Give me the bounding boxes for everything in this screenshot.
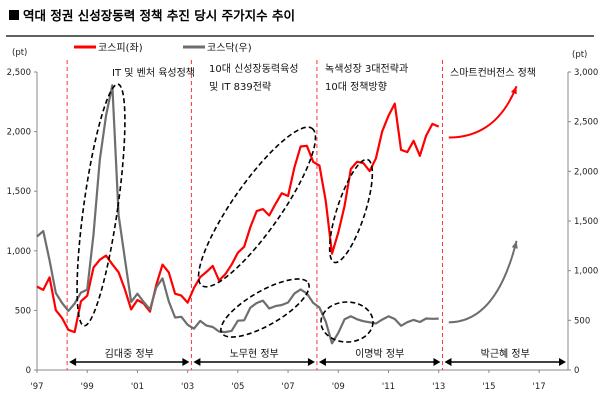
right-tick-label: 2,000 [574,167,598,177]
x-tick-label: '05 [231,382,244,392]
policy-annotation: 10대 신성장동력육성 [209,63,299,75]
policy-annotation: 10대 정책방향 [325,81,387,93]
arrowhead-right [433,358,441,366]
policy-annotation: 및 IT 839전략 [209,81,271,93]
government-label: 노무현 정부 [230,348,279,360]
x-tick-label: '15 [482,382,495,392]
chart-title: 역대 정권 신성장동력 정책 추진 당시 주가지수 추이 [23,8,295,23]
policy-annotation: 스마트컨버전스 정책 [450,67,536,79]
x-tick-label: '01 [131,382,144,392]
right-tick-label: 0 [574,366,579,376]
left-tick-label: 2,000 [7,128,31,138]
arrowhead-left [444,358,452,366]
left-tick-label: 500 [15,306,31,316]
projection-arrowhead [510,86,517,95]
right-tick-label: 2,500 [574,118,598,128]
highlight-ellipse-2 [197,126,317,288]
highlight-ellipse-5 [320,301,374,343]
right-unit: (pt) [572,50,587,60]
government-label: 박근혜 정부 [481,348,530,360]
policy-annotation: IT 및 벤처 육성정책 [112,67,195,79]
highlight-ellipse-1 [76,83,126,327]
arrowhead-left [69,358,77,366]
left-tick-label: 2,500 [7,68,31,78]
right-tick-label: 1,500 [574,217,598,227]
left-unit: (pt) [12,48,27,58]
x-tick-label: '17 [533,382,546,392]
right-tick-label: 3,000 [574,68,598,78]
kospi-projection [448,85,518,139]
arrowhead-right [559,358,566,366]
arrowhead-right [307,358,315,366]
x-tick-label: '11 [382,382,395,392]
title-square [9,10,19,20]
government-label: 김대중 정부 [105,348,154,360]
arrowhead-left [318,358,326,366]
highlight-ellipse-3 [220,278,310,338]
legend-kospi-label: 코스피(좌) [98,42,143,54]
x-tick-label: '09 [332,382,345,392]
x-tick-label: '07 [281,382,294,392]
left-tick-label: 1,000 [7,247,31,257]
kosdaq-line [36,84,439,345]
left-tick-label: 0 [26,366,31,376]
x-tick-label: '03 [181,382,194,392]
right-tick-label: 1,000 [574,267,598,277]
x-tick-label: '13 [432,382,445,392]
arrowhead-right [182,358,190,366]
government-label: 이명박 정부 [355,348,404,360]
x-tick-label: '97 [30,382,43,392]
kospi-line [36,102,440,334]
left-tick-label: 1,500 [7,187,31,197]
right-tick-label: 500 [574,316,590,326]
arrowhead-left [193,358,201,366]
highlight-ellipse-4 [328,158,374,264]
x-tick-label: '99 [81,382,94,392]
legend-kosdaq-label: 코스닥(우) [207,42,252,54]
projection-arrowhead [511,240,518,249]
policy-annotation: 녹색성장 3대전략과 [325,63,408,75]
kosdaq-projection [448,240,518,324]
